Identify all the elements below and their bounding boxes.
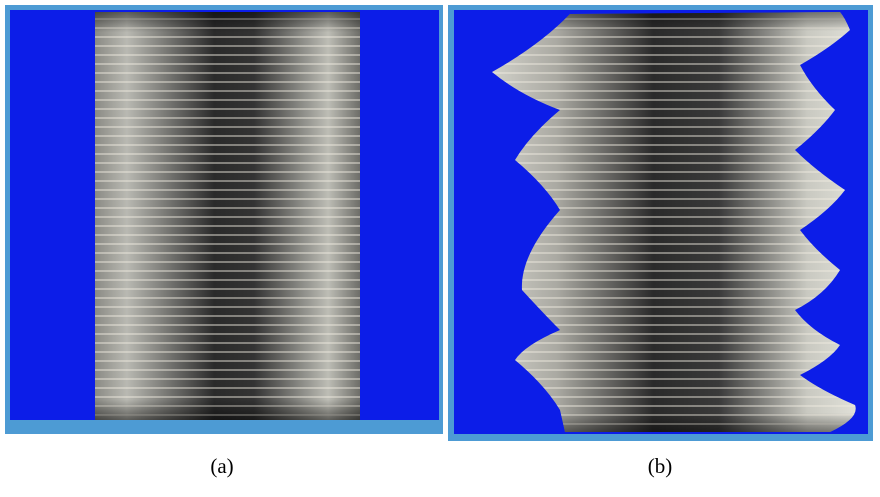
shade	[95, 12, 360, 420]
panel-label: (b)	[648, 454, 673, 478]
page: (a) (b) (() => { const data = JSON.parse…	[0, 0, 880, 497]
panel-b	[448, 5, 873, 441]
figure: (a) (b)	[0, 0, 880, 497]
panel-a	[5, 5, 443, 434]
panel-label: (a)	[210, 454, 233, 478]
